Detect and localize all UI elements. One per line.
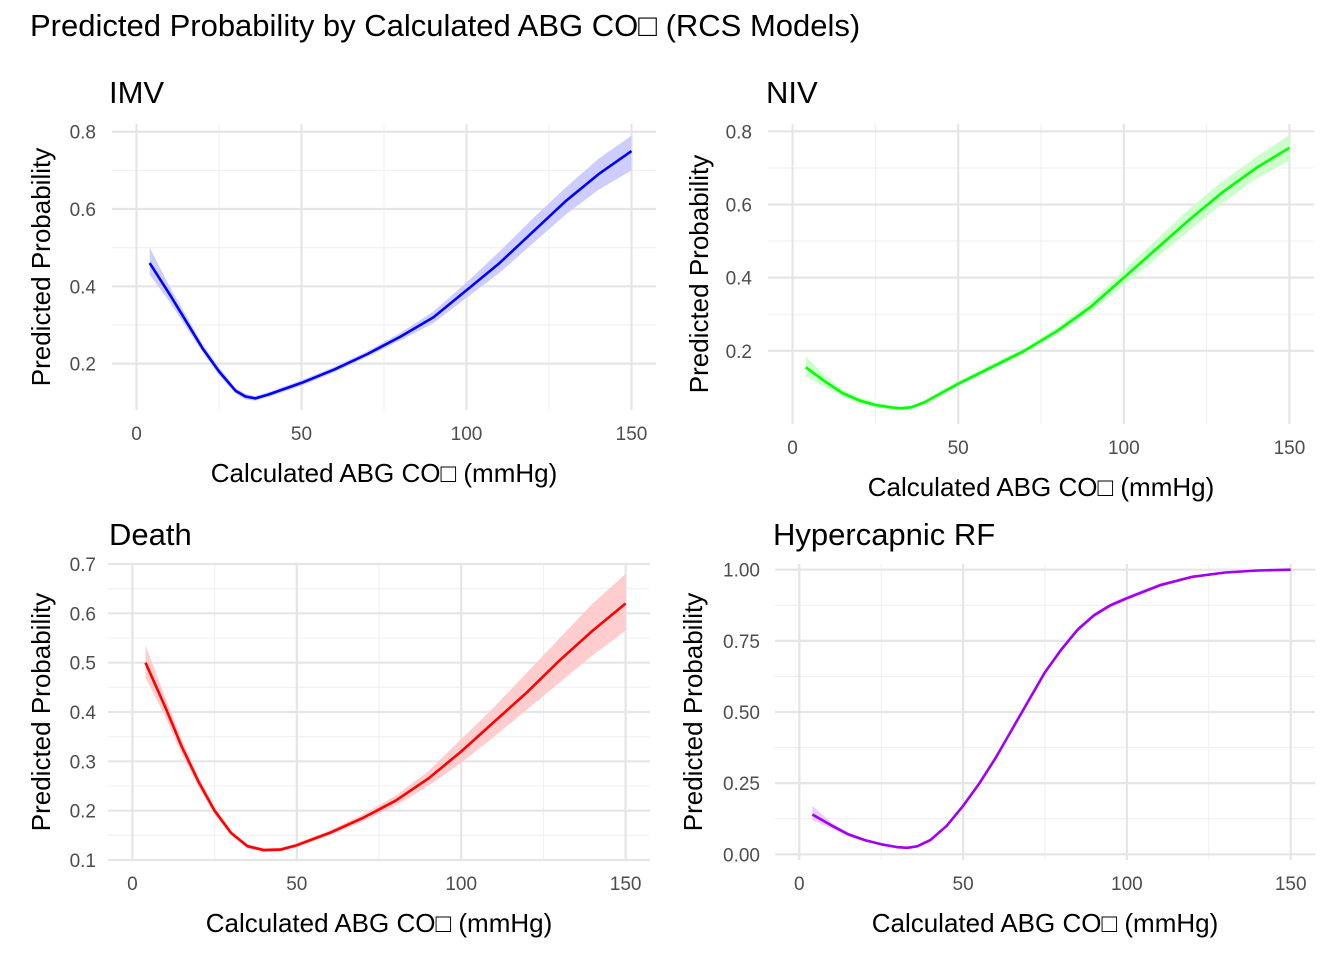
x-axis-title: Calculated ABG CO□ (mmHg) — [206, 908, 553, 938]
x-tick-label: 0 — [787, 438, 798, 459]
x-tick-label: 150 — [1274, 438, 1306, 459]
panel-title: NIV — [766, 75, 818, 110]
y-tick-label: 0.6 — [726, 195, 752, 216]
x-tick-label: 100 — [1108, 438, 1140, 459]
y-tick-label: 0.75 — [723, 632, 760, 653]
x-axis-title: Calculated ABG CO□ (mmHg) — [211, 458, 558, 488]
x-tick-label: 150 — [1275, 874, 1307, 895]
y-tick-label: 0.1 — [70, 851, 96, 872]
x-tick-label: 100 — [1111, 874, 1143, 895]
x-axis-title: Calculated ABG CO□ (mmHg) — [872, 908, 1219, 938]
confidence-band — [805, 135, 1290, 411]
x-tick-label: 0 — [127, 874, 138, 895]
prediction-line — [148, 150, 633, 400]
y-tick-label: 0.6 — [70, 604, 96, 625]
y-tick-label: 0.3 — [70, 752, 96, 773]
y-tick-label: 0.6 — [70, 200, 96, 221]
x-tick-label: 100 — [445, 874, 477, 895]
y-tick-label: 0.8 — [70, 123, 96, 144]
confidence-band — [812, 569, 1291, 849]
y-tick-label: 1.00 — [723, 561, 760, 582]
panel-death: 0.1 0.2 0.3 0.4 0.5 0.6 0.7 0 50 100 150 Calculated… — [26, 517, 650, 938]
x-tick-label: 0 — [131, 424, 142, 445]
panel-imv: 0.2 0.4 0.6 0.8 0 50 100 150 Calculated ABG CO□ … — [26, 75, 656, 488]
y-axis-title: Predicted Probability — [678, 593, 708, 831]
confidence-band — [149, 135, 632, 401]
y-tick-label: 0.4 — [726, 269, 753, 290]
y-tick-label: 0.25 — [723, 774, 760, 795]
y-tick-label: 0.4 — [70, 703, 97, 724]
y-tick-label: 0.2 — [726, 342, 752, 363]
panel-hypercapnic-rf: 0.00 0.25 0.50 0.75 1.00 0 50 100 150 Calculated … — [678, 517, 1315, 938]
y-axis-title: Predicted Probability — [684, 155, 714, 393]
x-tick-label: 0 — [794, 874, 805, 895]
x-tick-label: 50 — [948, 438, 969, 459]
prediction-line — [144, 602, 627, 852]
prediction-line — [805, 146, 1291, 410]
prediction-line — [811, 568, 1291, 850]
x-tick-label: 150 — [610, 874, 642, 895]
y-tick-label: 0.5 — [70, 654, 96, 675]
y-axis-title: Predicted Probability — [26, 148, 56, 386]
x-axis-title: Calculated ABG CO□ (mmHg) — [868, 472, 1215, 502]
y-tick-label: 0.7 — [70, 555, 96, 576]
x-tick-label: 150 — [616, 424, 648, 445]
x-tick-label: 50 — [286, 874, 307, 895]
x-tick-label: 50 — [291, 424, 312, 445]
y-tick-label: 0.00 — [723, 845, 760, 866]
y-tick-label: 0.8 — [726, 122, 752, 143]
panel-title: Hypercapnic RF — [773, 517, 995, 552]
panel-niv: 0.2 0.4 0.6 0.8 0 50 100 150 Calculated ABG CO□ … — [684, 75, 1314, 502]
chart-main-title: Predicted Probability by Calculated ABG … — [30, 8, 861, 43]
panel-title: IMV — [109, 75, 164, 110]
y-axis-title: Predicted Probability — [26, 593, 56, 831]
x-tick-label: 100 — [451, 424, 483, 445]
y-tick-label: 0.2 — [70, 355, 96, 376]
y-tick-label: 0.2 — [70, 802, 96, 823]
y-tick-label: 0.4 — [70, 277, 97, 298]
x-tick-label: 50 — [953, 874, 974, 895]
y-tick-label: 0.50 — [723, 703, 760, 724]
panel-title: Death — [109, 517, 192, 552]
